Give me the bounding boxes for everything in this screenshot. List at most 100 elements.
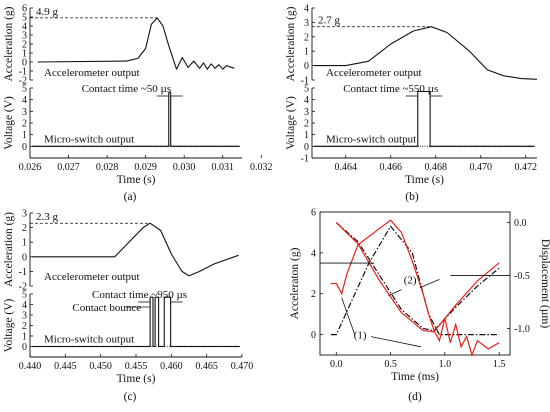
micro-switch-trace xyxy=(32,92,240,147)
top-y-tick-label: 2 xyxy=(304,32,309,43)
bottom-y-axis-title: Voltage (V) xyxy=(3,298,15,352)
annotation-2-arrow-b xyxy=(419,279,440,288)
acceleration-trace xyxy=(32,222,239,277)
micro-switch-output-label: Micro-switch output xyxy=(44,334,134,346)
x-tick-label: 0.445 xyxy=(54,361,77,372)
top-y-tick-label: 1 xyxy=(22,49,27,60)
panel-caption: (b) xyxy=(405,191,419,203)
x-tick-label: 0.472 xyxy=(515,162,538,173)
bottom-y-tick-label: 2 xyxy=(304,119,309,130)
baseline-noise xyxy=(32,345,238,348)
series-line-1 xyxy=(335,222,500,332)
plot-frame xyxy=(319,211,511,356)
bottom-y-tick-label: 0 xyxy=(22,342,27,353)
series-line-3 xyxy=(335,222,500,333)
x-axis-title: Time (ms) xyxy=(391,371,439,383)
acceleration-trace xyxy=(314,26,538,80)
left-y-axis-title: Acceleraton (g) xyxy=(289,247,301,319)
x-tick-label: 0.026 xyxy=(19,162,42,173)
top-y-tick-label: 0 xyxy=(304,61,309,72)
x-tick-label: 0.470 xyxy=(231,361,254,372)
x-tick-label: 0.470 xyxy=(470,162,493,173)
bottom-y-axis-title: Voltage (V) xyxy=(285,96,297,150)
top-y-tick-label: 4 xyxy=(304,4,309,15)
top-y-tick-label: 4 xyxy=(22,22,27,33)
x-tick-label: 0.028 xyxy=(96,162,119,173)
accelerometer-output-label: Accelerometer output xyxy=(44,67,140,79)
bottom-y-tick-label: 1 xyxy=(304,130,309,141)
baseline-noise xyxy=(314,145,534,148)
peak-label: 2.7 g xyxy=(318,15,341,27)
micro-switch-output-label: Micro-switch output xyxy=(44,133,134,145)
bottom-y-tick-label: 5 xyxy=(304,84,309,95)
x-axis-title: Time (s) xyxy=(405,174,444,186)
top-y-tick-label: 0 xyxy=(22,252,27,263)
micro-switch-trace xyxy=(32,296,240,348)
bottom-y-tick-label: 1 xyxy=(22,332,27,343)
bottom-y-tick-label: 4 xyxy=(22,95,27,106)
x-tick-label: 0.455 xyxy=(125,361,148,372)
x-tick-label: 0.464 xyxy=(335,162,358,173)
bottom-y-tick-label: -1 xyxy=(301,154,309,165)
x-axis-title: Time (s) xyxy=(117,373,156,385)
right-y-tick-label: 0.0 xyxy=(514,218,527,229)
contact-bounce-label: Contact bounce xyxy=(72,302,141,314)
top-y-tick-label: 5 xyxy=(22,13,27,24)
x-tick-label: 0.031 xyxy=(211,162,234,173)
contact-time-label: Contact time ~550 µs xyxy=(343,83,438,95)
top-y-tick-label: -1 xyxy=(19,267,27,278)
right-y-tick-label: -1.0 xyxy=(514,324,530,335)
annotation-2-arrow-a xyxy=(388,289,402,297)
top-y-tick-label: -2 xyxy=(19,76,27,87)
top-y-axis-title: Acceleration (g) xyxy=(3,212,15,287)
right-y-tick-label: -0.5 xyxy=(514,271,530,282)
left-y-tick-label: 6 xyxy=(311,208,316,219)
bottom-y-tick-label: 4 xyxy=(304,95,309,106)
bottom-y-tick-label: 0 xyxy=(22,142,27,153)
left-y-tick-label: 2 xyxy=(311,289,316,300)
annotation-1-arrow-a xyxy=(341,297,356,335)
panel-caption: (d) xyxy=(408,391,422,403)
top-y-tick-label: 0 xyxy=(22,58,27,69)
annotation-2: (2) xyxy=(404,275,417,287)
x-axis-title: Time (s) xyxy=(117,174,156,186)
x-tick-label: 0.468 xyxy=(425,162,448,173)
bottom-y-tick-label: 2 xyxy=(22,119,27,130)
top-y-axis-title: Acceleration (g) xyxy=(3,6,15,81)
bottom-y-tick-label: 3 xyxy=(22,107,27,118)
micro-switch-output-label: Micro-switch output xyxy=(326,133,416,145)
top-y-tick-label: 2 xyxy=(22,223,27,234)
peak-label: 4.9 g xyxy=(36,6,59,18)
x-tick-label: 0.450 xyxy=(89,361,112,372)
top-y-tick-label: 3 xyxy=(22,31,27,42)
x-tick-label: 0.466 xyxy=(380,162,403,173)
top-y-axis-title: Acceleration (g) xyxy=(285,6,297,81)
bottom-y-tick-label: 5 xyxy=(22,84,27,95)
contact-time-label: Contact time ~950 µs xyxy=(92,289,187,301)
x-tick-label: 0.0 xyxy=(330,359,343,370)
x-tick-label: 0.032 xyxy=(250,162,273,173)
x-tick-label: 0.465 xyxy=(195,361,218,372)
top-y-tick-label: 3 xyxy=(304,18,309,29)
annotation-1-arrow-b xyxy=(370,336,422,348)
top-y-tick-label: 2 xyxy=(22,40,27,51)
panel-caption: (c) xyxy=(124,391,137,403)
x-tick-label: 0.440 xyxy=(19,361,42,372)
bottom-y-axis-title: Voltage (V) xyxy=(3,96,15,150)
top-y-tick-label: 1 xyxy=(304,47,309,58)
x-tick-label: 0.460 xyxy=(160,361,183,372)
x-tick-label: 1.5 xyxy=(493,359,506,370)
top-y-tick-label: -2 xyxy=(19,282,27,293)
accelerometer-output-label: Accelerometer output xyxy=(326,67,422,79)
top-y-tick-label: 1 xyxy=(22,238,27,249)
peak-label: 2.3 g xyxy=(36,211,59,223)
left-y-tick-label: 0 xyxy=(311,330,316,341)
left-y-tick-label: 4 xyxy=(311,248,316,259)
top-y-tick-label: 3 xyxy=(22,209,27,220)
x-tick-label: 0.030 xyxy=(173,162,196,173)
x-tick-label: 0.5 xyxy=(384,359,397,370)
acceleration-trace xyxy=(37,17,235,70)
panel-caption: (a) xyxy=(124,191,137,203)
series-line-0 xyxy=(330,225,500,336)
